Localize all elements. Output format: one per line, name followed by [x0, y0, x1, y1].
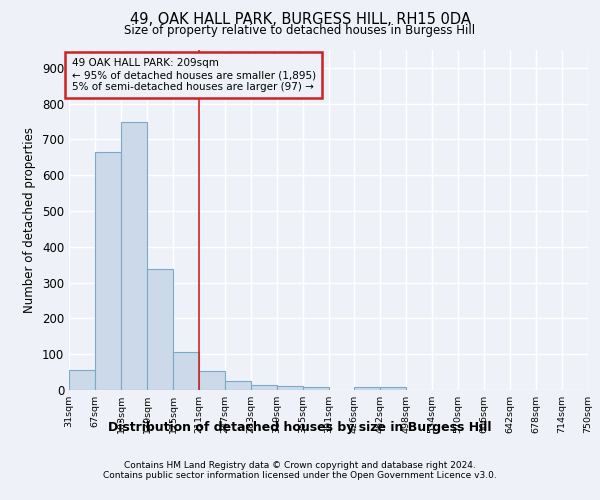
Text: Distribution of detached houses by size in Burgess Hill: Distribution of detached houses by size …: [108, 421, 492, 434]
Y-axis label: Number of detached properties: Number of detached properties: [23, 127, 37, 313]
Text: Contains HM Land Registry data © Crown copyright and database right 2024.: Contains HM Land Registry data © Crown c…: [124, 462, 476, 470]
Text: 49, OAK HALL PARK, BURGESS HILL, RH15 0DA: 49, OAK HALL PARK, BURGESS HILL, RH15 0D…: [130, 12, 470, 28]
Bar: [121, 122, 147, 390]
Bar: [251, 384, 277, 390]
Bar: [225, 380, 251, 390]
Bar: [303, 387, 329, 390]
Bar: [380, 387, 406, 390]
Bar: [277, 386, 302, 390]
Text: 49 OAK HALL PARK: 209sqm
← 95% of detached houses are smaller (1,895)
5% of semi: 49 OAK HALL PARK: 209sqm ← 95% of detach…: [71, 58, 316, 92]
Bar: [199, 372, 225, 390]
Text: Size of property relative to detached houses in Burgess Hill: Size of property relative to detached ho…: [124, 24, 476, 37]
Bar: [95, 152, 121, 390]
Bar: [173, 352, 199, 390]
Text: Contains public sector information licensed under the Open Government Licence v3: Contains public sector information licen…: [103, 472, 497, 480]
Bar: [355, 387, 380, 390]
Bar: [69, 370, 95, 390]
Bar: [147, 270, 173, 390]
